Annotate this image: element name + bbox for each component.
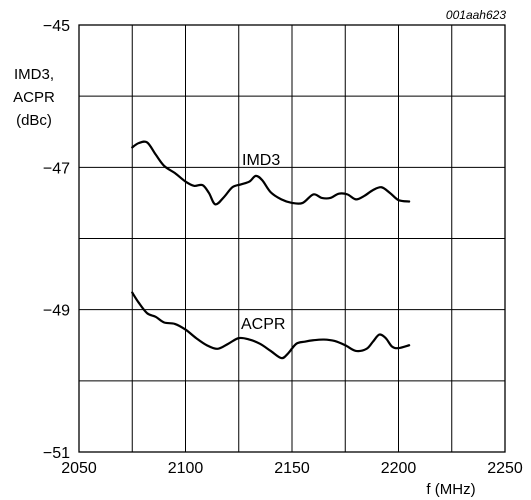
x-tick-label: 2150 [274, 460, 310, 477]
y-tick-label: −51 [43, 445, 70, 462]
x-tick-label: 2050 [61, 460, 97, 477]
y-tick-label: −49 [43, 303, 70, 320]
tick-labels: 2050 2100 2150 2200 2250 −45 −47 −49 −51 [43, 18, 523, 477]
series-label-imd3: IMD3 [242, 152, 280, 169]
series-line-imd3 [131, 140, 411, 206]
y-axis-label-line-1: IMD3, [14, 66, 54, 83]
y-axis-label-line-2: ACPR [13, 89, 55, 106]
figure-code: 001aah623 [446, 8, 506, 22]
y-tick-label: −47 [43, 160, 70, 177]
series-group [131, 140, 411, 360]
x-tick-label: 2250 [487, 460, 523, 477]
x-tick-label: 2100 [168, 460, 204, 477]
plot-frame [78, 24, 506, 453]
y-tick-label: −45 [43, 18, 70, 35]
series-line-acpr [131, 291, 411, 360]
series-label-acpr: ACPR [241, 316, 285, 333]
x-axis-label: f (MHz) [426, 481, 475, 498]
x-tick-label: 2200 [381, 460, 417, 477]
grid [79, 25, 505, 452]
y-axis-label-line-3: (dBc) [16, 112, 52, 129]
